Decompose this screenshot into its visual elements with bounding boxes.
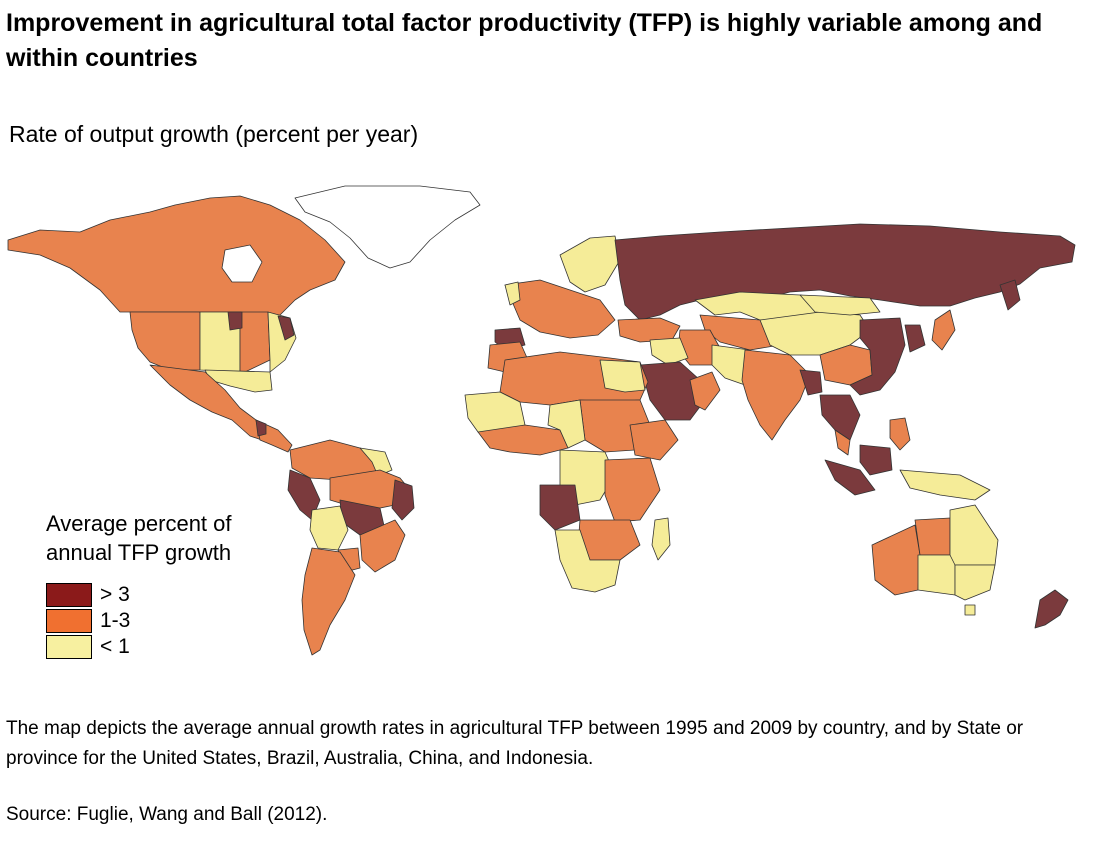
region-australia-west — [871, 524, 921, 596]
region-brazil-south — [359, 519, 406, 573]
region-usa-west — [129, 311, 201, 371]
region-madagascar — [651, 517, 671, 561]
legend-title-line1: Average percent of — [46, 511, 232, 536]
region-yemen-oman — [689, 371, 721, 411]
region-indonesia-west — [824, 459, 876, 496]
region-borneo — [859, 444, 893, 476]
region-australia-nt — [914, 517, 951, 556]
region-india — [741, 349, 811, 441]
legend-label-low: < 1 — [100, 635, 130, 658]
region-usa-greatlakes — [227, 311, 243, 331]
region-thailand — [834, 429, 851, 456]
region-canada — [7, 195, 346, 319]
legend-swatch-mid — [46, 609, 92, 633]
legend-title: Average percent of annual TFP growth — [46, 509, 286, 567]
region-india-northeast — [799, 369, 823, 396]
region-china-east — [849, 317, 906, 396]
region-australia-nsw — [954, 564, 996, 601]
region-kamchatka — [999, 279, 1021, 311]
region-mexico — [149, 364, 263, 441]
region-korea-japan — [904, 324, 926, 353]
region-scandinavia — [559, 235, 621, 293]
region-europe-west — [504, 279, 616, 339]
region-iraq-syria — [649, 337, 689, 366]
legend-swatch-low — [46, 635, 92, 659]
legend-item-low: < 1 — [46, 635, 130, 659]
region-usa-midwest — [239, 311, 271, 373]
region-egypt — [599, 359, 646, 393]
legend-swatch-high — [46, 583, 92, 607]
legend-label-high: > 3 — [100, 583, 130, 606]
region-philippines — [889, 417, 911, 451]
map-note: The map depicts the average annual growt… — [6, 718, 1024, 769]
legend-title-line2: annual TFP growth — [46, 540, 232, 565]
region-mongolia — [799, 294, 881, 316]
chart-title: Improvement in agricultural total factor… — [6, 9, 1043, 72]
region-ethiopia — [629, 419, 679, 461]
region-indonesia-east — [899, 469, 991, 501]
chart-subtitle: Rate of output growth (percent per year) — [9, 121, 419, 147]
region-bolivia — [309, 505, 349, 551]
region-chad — [547, 399, 586, 449]
map-source: Source: Fuglie, Wang and Ball (2012). — [6, 804, 328, 825]
region-chile-argentina — [301, 547, 356, 656]
region-usa-northeast — [277, 315, 295, 341]
region-new-zealand — [1034, 589, 1069, 629]
region-guatemala — [255, 419, 267, 437]
region-canada-hudson — [221, 244, 263, 283]
region-angola-congo — [539, 484, 581, 531]
legend-item-mid: 1-3 — [46, 609, 130, 633]
region-uk — [504, 281, 521, 306]
region-australia-qld — [949, 504, 999, 566]
region-australia-sa — [917, 554, 956, 596]
region-brazil-northeast — [391, 479, 415, 521]
region-tasmania — [964, 604, 976, 616]
region-east-africa — [604, 457, 661, 523]
legend-label-mid: 1-3 — [100, 609, 131, 632]
region-japan — [931, 309, 956, 351]
world-map — [7, 185, 1076, 656]
region-west-africa — [477, 424, 569, 456]
region-saudi — [639, 361, 706, 421]
legend-item-high: > 3 — [46, 583, 130, 607]
region-greenland — [294, 185, 481, 269]
region-southern-africa — [554, 529, 621, 593]
